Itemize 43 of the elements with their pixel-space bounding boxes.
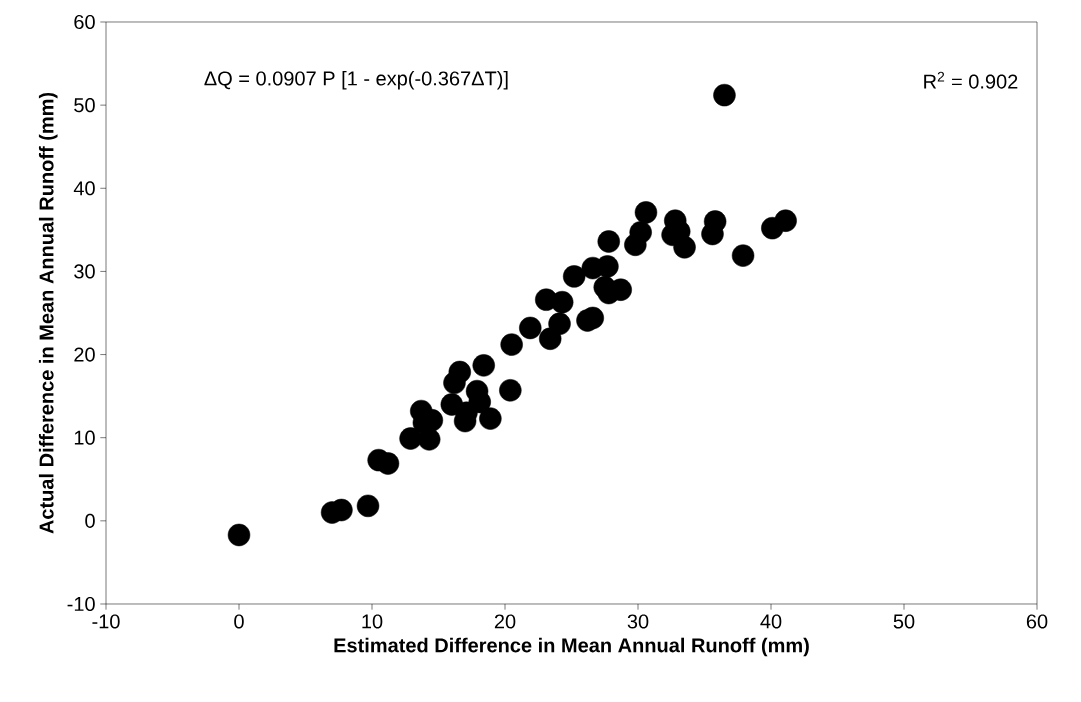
point [713,83,736,107]
point [500,333,523,356]
point [562,265,586,288]
point [448,360,471,384]
y-tick-label: -10 [67,596,95,612]
point [519,316,542,340]
point [731,244,755,267]
point [703,210,727,233]
point [499,379,522,402]
point [634,201,658,224]
y-tick-label: 40 [73,181,95,196]
point [596,255,619,278]
point [550,290,574,314]
y-axis-title: Actual Difference in Mean Annual Runoff (mm) [38,92,58,534]
y-tick-label: 30 [74,264,95,279]
x-tick-label: 50 [893,614,915,629]
point [673,236,696,259]
point [479,407,502,430]
point [629,221,652,244]
x-axis-title: Estimated Difference in Mean Annual Runoff (mm) [334,637,809,657]
point [539,327,562,350]
x-tick-label: 60 [1026,614,1048,629]
point [227,523,251,547]
point [774,209,797,232]
x-tick-label: 40 [760,614,782,629]
y-tick-label: 20 [74,347,95,362]
y-tick-label: 0 [85,513,95,528]
point [417,428,441,451]
y-tick-label: 60 [74,14,95,30]
point [399,427,422,450]
point [472,354,495,377]
annotation: R$^{2}$ = 0.902 [924,71,1018,89]
y-tick-label: 50 [74,98,95,113]
x-tick-label: 0 [234,614,244,629]
point [597,230,620,253]
point [356,494,380,518]
y-tick-label: 10 [74,430,95,445]
x-tick-label: -10 [92,614,120,629]
x-tick-label: 30 [627,614,649,629]
x-tick-label: 20 [494,614,516,629]
x-tick-label: 10 [362,614,383,629]
point [548,312,571,335]
annotation: ΔQ = 0.0907 P [1 - exp(-0.367ΔT)] [204,70,508,90]
